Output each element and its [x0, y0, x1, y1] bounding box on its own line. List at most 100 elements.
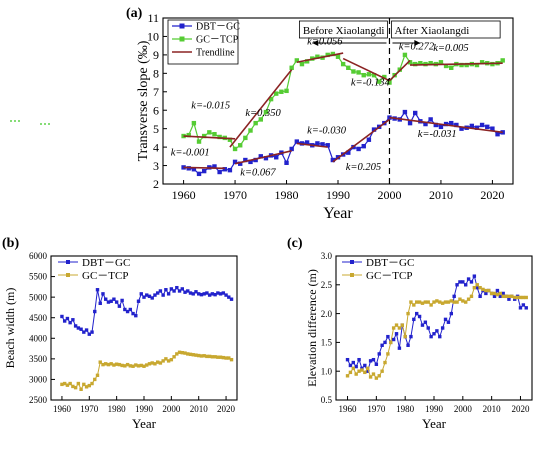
- data-point: [335, 54, 341, 59]
- data-point: [186, 132, 191, 138]
- data-point: [510, 294, 514, 299]
- data-point: [166, 292, 171, 296]
- y-tick-label: 4: [153, 140, 159, 154]
- data-point: [438, 124, 444, 130]
- data-point: [60, 314, 64, 319]
- data-point: [360, 368, 364, 372]
- data-point: [169, 357, 174, 362]
- data-point: [415, 300, 419, 304]
- data-point: [432, 300, 436, 304]
- data-point: [320, 142, 325, 147]
- data-point: [356, 146, 361, 152]
- legend-swatch-marker: [350, 273, 354, 277]
- data-point: [258, 117, 263, 122]
- trendline-segment: [183, 135, 236, 140]
- y-tick-label: 3.0: [321, 251, 333, 261]
- data-point: [489, 291, 494, 296]
- data-point: [284, 88, 289, 94]
- data-point: [426, 326, 430, 330]
- data-point: [513, 295, 517, 300]
- data-point: [474, 125, 480, 130]
- panel-label: (a): [126, 6, 143, 21]
- data-point: [435, 329, 439, 333]
- data-point: [469, 280, 474, 284]
- trendline-segment: [388, 59, 411, 82]
- y-tick-label: 6000: [29, 251, 48, 261]
- x-tick-label: 1960: [172, 188, 196, 202]
- data-point: [443, 300, 448, 304]
- data-point: [98, 360, 102, 364]
- data-point: [518, 306, 523, 310]
- data-point: [432, 332, 436, 336]
- data-point: [73, 324, 78, 328]
- data-point: [131, 311, 135, 316]
- data-point: [472, 285, 477, 290]
- data-point: [518, 295, 523, 300]
- data-point: [181, 133, 186, 139]
- data-point: [104, 297, 108, 301]
- data-point: [117, 304, 122, 308]
- data-point: [117, 362, 122, 367]
- data-point: [289, 146, 294, 152]
- data-point: [466, 277, 471, 281]
- data-point: [268, 96, 274, 102]
- data-point: [478, 285, 482, 290]
- data-point: [475, 283, 479, 287]
- data-point: [498, 291, 502, 296]
- data-point: [413, 110, 418, 116]
- data-point: [391, 337, 396, 342]
- data-point: [383, 340, 387, 345]
- x-tick-label: 1990: [425, 404, 444, 414]
- x-axis-title: Year: [422, 416, 447, 431]
- panel-2: (c) 1960 1970 1980 1990 2000 2010 2020 0.5 1.0 1.5…: [287, 236, 533, 431]
- data-point: [417, 314, 422, 319]
- data-point: [172, 355, 176, 359]
- data-point: [429, 303, 433, 307]
- data-point: [495, 292, 500, 297]
- data-point: [368, 359, 373, 363]
- data-point: [461, 299, 465, 303]
- data-point: [153, 362, 157, 366]
- data-point: [238, 161, 243, 166]
- data-point: [194, 290, 198, 294]
- data-point: [221, 291, 226, 295]
- data-point: [345, 374, 350, 378]
- data-point: [65, 316, 70, 321]
- data-point: [147, 362, 152, 366]
- data-point: [177, 289, 182, 293]
- data-point: [449, 299, 453, 303]
- data-point: [68, 381, 72, 386]
- data-point: [212, 164, 217, 169]
- legend-swatch-marker: [350, 260, 354, 264]
- data-point: [406, 311, 410, 316]
- data-point: [345, 357, 350, 362]
- data-point: [479, 122, 485, 128]
- data-point: [351, 360, 355, 365]
- y-tick-label: 7: [153, 85, 159, 99]
- data-point: [248, 128, 253, 133]
- data-point: [199, 354, 204, 358]
- y-axis-title: Elevation difference (m): [305, 269, 319, 387]
- data-point: [71, 384, 75, 389]
- data-point: [449, 120, 454, 126]
- data-point: [435, 299, 439, 303]
- slope-label: k=0.350: [245, 108, 281, 119]
- data-point: [458, 280, 462, 284]
- data-point: [354, 364, 358, 369]
- data-point: [433, 122, 438, 128]
- data-point: [205, 354, 209, 359]
- data-point: [466, 297, 471, 301]
- data-point: [440, 301, 445, 305]
- data-point: [376, 79, 382, 84]
- data-point: [90, 381, 94, 386]
- y-tick-label: 3500: [29, 354, 48, 364]
- data-point: [357, 357, 361, 362]
- y-tick-label: 5500: [29, 272, 48, 282]
- data-point: [485, 124, 490, 130]
- data-point: [224, 356, 228, 360]
- data-point: [415, 311, 419, 316]
- y-tick-label: 1.5: [321, 338, 333, 348]
- trendline-segment: [389, 116, 503, 134]
- data-point: [142, 295, 146, 299]
